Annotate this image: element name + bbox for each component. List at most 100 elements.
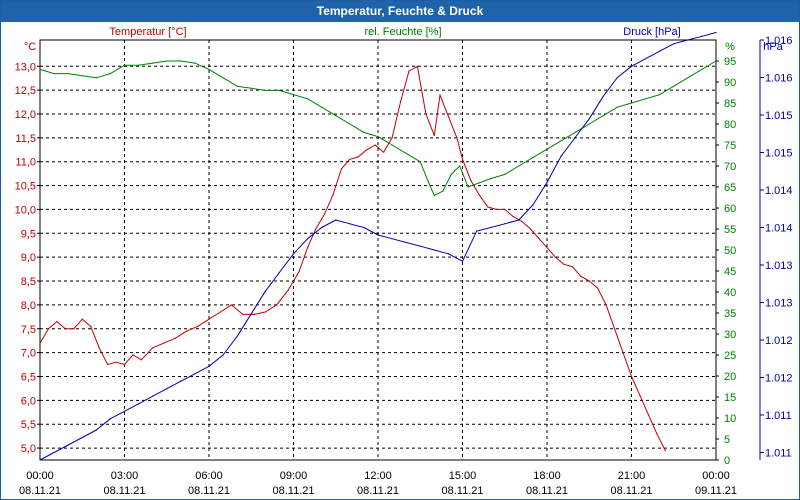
pressure-data-point xyxy=(574,136,576,139)
humidity-data-point xyxy=(546,148,548,150)
temperature-series-line xyxy=(39,65,666,451)
pressure-axis-title: Druck [hPa] xyxy=(623,26,680,38)
temperature-data-point xyxy=(276,304,278,306)
pressure-data-point xyxy=(630,65,633,67)
pressure-data-point xyxy=(39,459,41,461)
humidity-data-point xyxy=(109,73,112,75)
humidity-tick-label: 25 xyxy=(724,350,736,362)
humidity-data-point xyxy=(166,60,168,62)
temperature-data-point xyxy=(478,194,480,196)
humidity-data-point xyxy=(222,77,224,79)
temperature-data-point xyxy=(408,70,410,72)
pressure-data-point xyxy=(152,395,154,397)
temperature-data-point xyxy=(546,247,548,249)
temperature-data-point xyxy=(140,359,142,361)
x-tick-time-label: 15:00 xyxy=(449,470,477,482)
pressure-data-point xyxy=(490,226,492,229)
pressure-tick-label: 1.013 xyxy=(765,260,793,272)
pressure-data-point xyxy=(532,204,534,206)
pressure-data-point xyxy=(264,290,266,292)
pressure-data-point xyxy=(701,35,703,37)
temperature-data-point xyxy=(537,237,540,239)
temperature-data-point xyxy=(115,361,117,363)
pressure-data-point xyxy=(67,444,69,446)
humidity-data-point xyxy=(292,94,295,96)
pressure-data-point xyxy=(419,245,421,247)
humidity-data-point xyxy=(602,115,604,117)
temperature-data-point xyxy=(197,325,199,327)
pressure-data-point xyxy=(236,335,238,337)
temperature-tick-label: 10,5 xyxy=(15,181,36,193)
pressure-tick-label: 1.011 xyxy=(765,410,792,422)
pressure-tick-label: 1.014 xyxy=(765,185,793,197)
temperature-tick-label: 11,5 xyxy=(15,133,36,145)
temperature-data-point xyxy=(554,256,557,258)
x-tick-date-label: 08.11.21 xyxy=(610,485,652,497)
pressure-data-point xyxy=(194,373,196,375)
humidity-tick-label: 35 xyxy=(724,308,736,320)
pressure-data-point xyxy=(673,43,675,45)
humidity-data-point xyxy=(560,140,562,142)
humidity-data-point xyxy=(450,173,452,175)
temperature-data-point xyxy=(47,328,50,330)
temperature-data-point xyxy=(123,363,126,366)
temperature-unit-label: °C xyxy=(24,41,36,53)
pressure-data-point xyxy=(687,39,689,41)
temperature-data-point xyxy=(504,208,506,211)
temperature-tick-label: 9,0 xyxy=(21,252,36,264)
temperature-data-point xyxy=(340,168,342,170)
humidity-series-line xyxy=(39,60,717,196)
humidity-data-point xyxy=(419,161,421,163)
temperature-data-point xyxy=(630,375,633,378)
pressure-data-point xyxy=(504,223,506,225)
temperature-data-point xyxy=(163,342,165,344)
temperature-data-point xyxy=(487,206,489,208)
temperature-data-point xyxy=(174,337,176,339)
x-tick-date-label: 08.11.21 xyxy=(19,485,61,497)
temperature-data-point xyxy=(495,208,497,211)
pressure-tick-label: 1.014 xyxy=(765,223,793,235)
x-tick-date-label: 08.11.21 xyxy=(103,485,145,497)
humidity-data-point xyxy=(349,123,351,125)
pressure-data-point xyxy=(377,234,379,236)
temperature-tick-label: 7,5 xyxy=(21,324,36,336)
x-tick-date-label: 08.11.21 xyxy=(188,485,230,497)
temperature-data-point xyxy=(664,449,666,452)
humidity-tick-label: 15 xyxy=(724,392,736,404)
humidity-tick-label: 75 xyxy=(724,140,736,152)
humidity-data-point xyxy=(687,77,689,79)
x-tick-time-label: 21:00 xyxy=(618,470,646,482)
temperature-data-point xyxy=(315,227,317,230)
humidity-data-point xyxy=(574,131,576,133)
temperature-data-point xyxy=(512,215,514,218)
temperature-tick-label: 7,0 xyxy=(21,348,36,360)
pressure-data-point xyxy=(602,95,604,97)
humidity-data-point xyxy=(363,131,365,133)
temperature-data-point xyxy=(571,266,573,268)
humidity-axis-title: rel. Feuchte [%] xyxy=(364,26,441,38)
humidity-data-point xyxy=(616,106,619,108)
pressure-data-point xyxy=(616,76,619,79)
x-tick-date-label: 08.11.21 xyxy=(357,485,399,497)
pressure-tick-label: 1.013 xyxy=(765,298,793,310)
pressure-tick-label: 1.016 xyxy=(765,35,793,47)
temperature-data-point xyxy=(647,414,650,416)
pressure-tick-label: 1.015 xyxy=(765,148,793,160)
temperature-tick-label: 12,5 xyxy=(15,85,36,97)
x-tick-date-label: 08.11.21 xyxy=(441,485,483,497)
humidity-data-point xyxy=(335,115,337,117)
pressure-data-point xyxy=(222,354,224,356)
pressure-data-point xyxy=(278,271,281,274)
humidity-data-point xyxy=(588,123,590,125)
humidity-data-point xyxy=(673,85,675,87)
temperature-data-point xyxy=(470,180,472,182)
humidity-tick-label: 70 xyxy=(724,161,736,173)
x-tick-time-label: 18:00 xyxy=(533,470,561,482)
temperature-data-point xyxy=(287,289,289,292)
temperature-data-point xyxy=(39,342,41,344)
humidity-tick-label: 20 xyxy=(724,371,736,383)
temperature-data-point xyxy=(208,318,210,320)
humidity-tick-label: 90 xyxy=(724,77,736,89)
humidity-data-point xyxy=(53,73,55,75)
pressure-unit-label: hPa xyxy=(763,41,783,53)
